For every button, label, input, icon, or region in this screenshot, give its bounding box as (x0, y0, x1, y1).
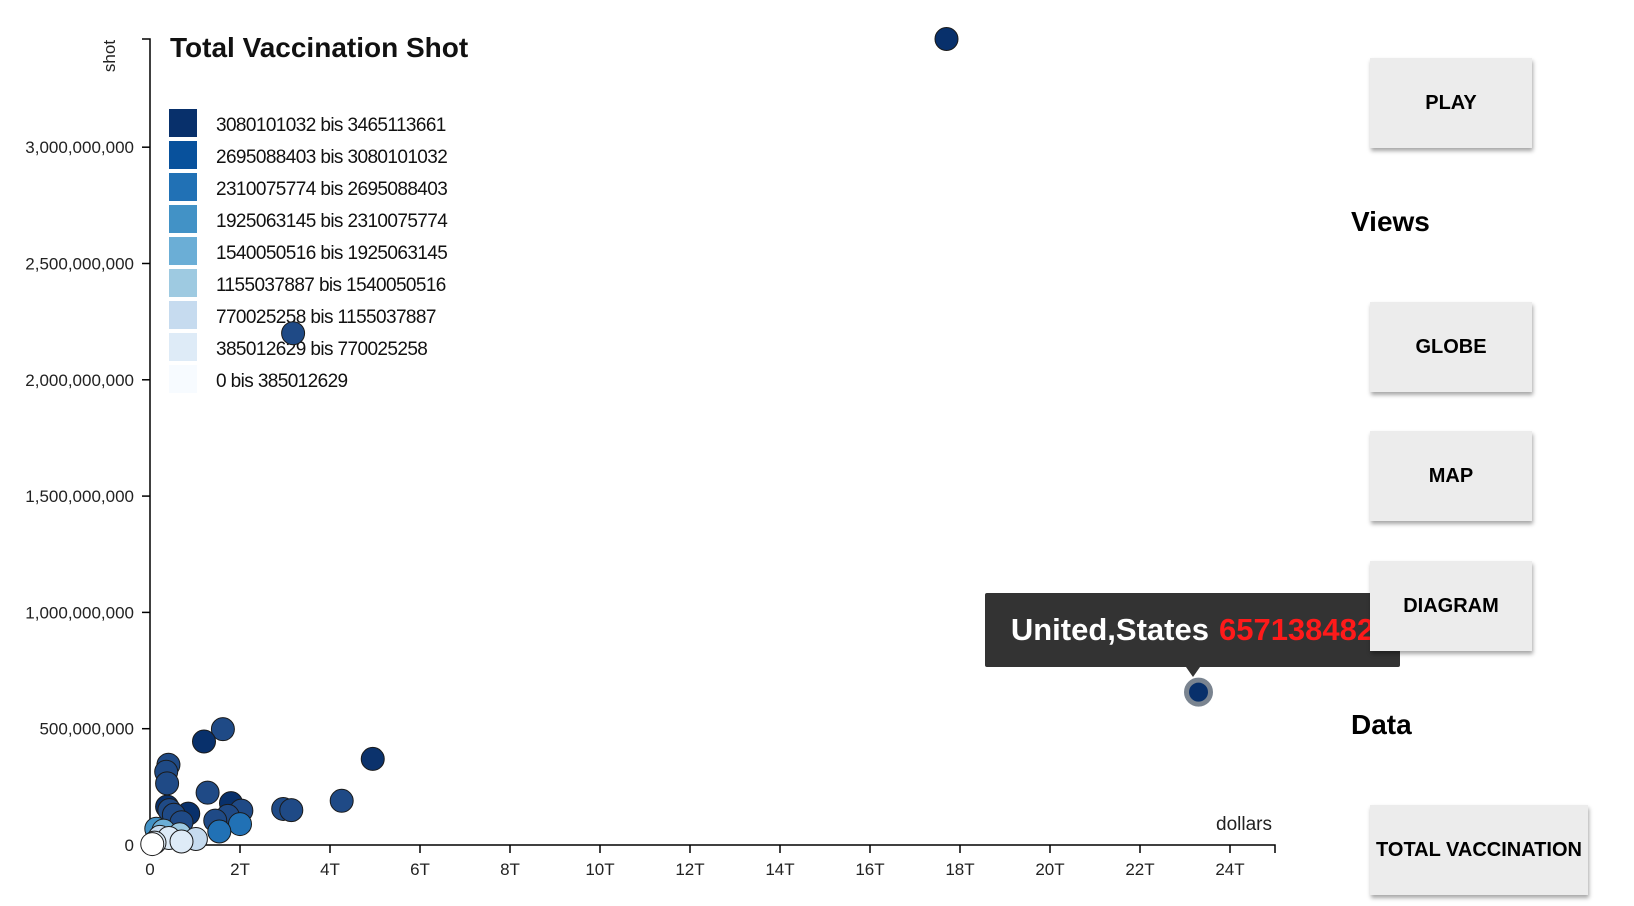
data-point (360, 746, 385, 771)
legend-swatch (169, 301, 197, 329)
legend-label: 1540050516 bis 1925063145 (216, 243, 447, 264)
x-tick-label: 20T (1035, 860, 1064, 879)
legend-swatch (169, 269, 197, 297)
x-tick-label: 18T (945, 860, 974, 879)
x-tick-label: 4T (320, 860, 340, 879)
legend-label: 385012629 bis 770025258 (216, 339, 427, 360)
y-axis-label: shot (100, 40, 119, 72)
legend-swatch (169, 237, 197, 265)
total-vaccination-button[interactable]: TOTAL VACCINATION (1370, 805, 1588, 895)
legend-swatch (169, 141, 197, 169)
data-point (329, 788, 354, 813)
legend-swatch (169, 109, 197, 137)
tooltip-value: 657138482 (1218, 612, 1375, 647)
x-tick-label: 8T (500, 860, 520, 879)
y-tick-label: 2,500,000,000 (25, 254, 134, 273)
x-tick-label: 16T (855, 860, 884, 879)
data-point (934, 27, 959, 52)
data-point (228, 812, 252, 837)
data-point (1184, 677, 1213, 707)
data-points (140, 27, 1213, 857)
legend-label: 3080101032 bis 3465113661 (216, 115, 446, 136)
y-axis: 0 500,000,000 1,000,000,000 1,500,000,000 2,… (25, 38, 151, 855)
legend-label: 2695088403 bis 3080101032 (216, 147, 447, 168)
data-point (279, 798, 304, 823)
data-point (210, 717, 235, 742)
globe-button[interactable]: GLOBE (1370, 302, 1532, 392)
y-tick-label: 1,500,000,000 (25, 487, 134, 506)
y-tick-label: 3,000,000,000 (25, 138, 134, 157)
diagram-button[interactable]: DIAGRAM (1370, 561, 1532, 651)
x-tick-label: 14T (765, 860, 794, 879)
data-point (192, 729, 216, 754)
tooltip-pointer (1186, 667, 1200, 677)
tooltip: United,States 657138482 (985, 593, 1400, 667)
data-point (169, 829, 194, 854)
y-tick-label: 1,000,000,000 (25, 603, 134, 622)
data-point (140, 832, 165, 857)
y-axis-line (142, 38, 151, 846)
data-point (281, 321, 306, 346)
data-heading: Data (1351, 709, 1412, 740)
x-axis-label: dollars (1216, 814, 1272, 835)
x-axis-line (149, 844, 1276, 853)
data-point (207, 819, 232, 844)
x-tick-label: 0 (145, 860, 154, 879)
legend-label: 770025258 bis 1155037887 (216, 307, 436, 328)
x-tick-label: 24T (1215, 860, 1244, 879)
legend-swatch (169, 365, 197, 393)
x-tick-label: 10T (585, 860, 614, 879)
y-tick-label: 2,000,000,000 (25, 371, 134, 390)
legend-swatch (169, 333, 197, 361)
x-tick-label: 22T (1125, 860, 1154, 879)
x-tick-label: 2T (230, 860, 250, 879)
legend: 3080101032 bis 3465113661 2695088403 bis … (169, 109, 449, 393)
legend-label: 1155037887 bis 1540050516 (216, 275, 446, 296)
legend-label: 0 bis 385012629 (216, 371, 348, 392)
x-tick-label: 12T (675, 860, 704, 879)
y-tick-label: 0 (125, 836, 134, 855)
legend-label: 1925063145 bis 2310075774 (216, 211, 448, 232)
data-point (155, 771, 180, 796)
views-heading: Views (1351, 206, 1430, 237)
x-tick-label: 6T (410, 860, 430, 879)
legend-swatch (169, 173, 197, 201)
x-axis: 0 2T 4T 6T 8T 10T 12T 14T 16T 18T 20T 22T 24T (145, 844, 1276, 879)
y-tick-label: 500,000,000 (39, 720, 134, 739)
chart-title: Total Vaccination Shot (170, 32, 468, 63)
play-button[interactable]: PLAY (1370, 58, 1532, 148)
legend-swatch (169, 205, 197, 233)
data-point (195, 780, 220, 805)
map-button[interactable]: MAP (1370, 431, 1532, 521)
tooltip-country: United,States (1010, 612, 1209, 647)
legend-label: 2310075774 bis 2695088403 (216, 179, 447, 200)
